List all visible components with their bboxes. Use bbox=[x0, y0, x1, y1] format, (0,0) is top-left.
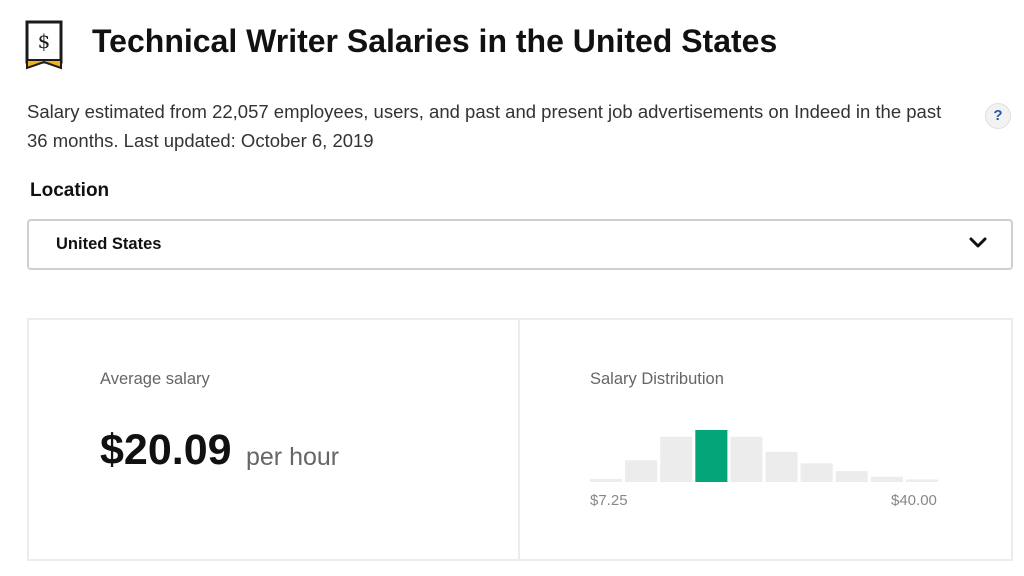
distribution-bar bbox=[905, 479, 938, 482]
distribution-bar bbox=[765, 451, 798, 482]
location-selected-value: United States bbox=[56, 235, 162, 253]
distribution-bar bbox=[870, 476, 903, 482]
distribution-bar bbox=[660, 436, 693, 482]
salary-summary-panel: Average salary $20.09 per hour Salary Di… bbox=[27, 318, 1013, 561]
distribution-max-label: $40.00 bbox=[891, 492, 937, 509]
distribution-bar bbox=[835, 471, 868, 482]
salary-distribution-label: Salary Distribution bbox=[590, 370, 724, 388]
average-salary-value: $20.09 bbox=[100, 426, 232, 474]
salary-unit: per hour bbox=[246, 443, 340, 471]
distribution-bar bbox=[730, 436, 763, 482]
help-icon[interactable]: ? bbox=[985, 103, 1011, 129]
panel-divider bbox=[518, 320, 520, 559]
distribution-bar bbox=[625, 460, 658, 482]
salary-distribution-chart bbox=[590, 430, 938, 482]
average-salary-label: Average salary bbox=[100, 370, 210, 388]
location-label: Location bbox=[30, 180, 110, 201]
distribution-bar bbox=[800, 463, 833, 482]
distribution-min-label: $7.25 bbox=[590, 492, 628, 509]
distribution-bar-highlighted bbox=[695, 430, 728, 482]
svg-text:$: $ bbox=[38, 29, 51, 53]
page-title: Technical Writer Salaries in the United … bbox=[92, 23, 778, 59]
location-select[interactable]: United States bbox=[27, 219, 1013, 270]
distribution-bar bbox=[590, 478, 623, 482]
chevron-down-icon bbox=[969, 237, 987, 248]
salary-tag-icon: $ bbox=[25, 20, 63, 70]
salary-estimate-note: Salary estimated from 22,057 employees, … bbox=[27, 101, 942, 151]
